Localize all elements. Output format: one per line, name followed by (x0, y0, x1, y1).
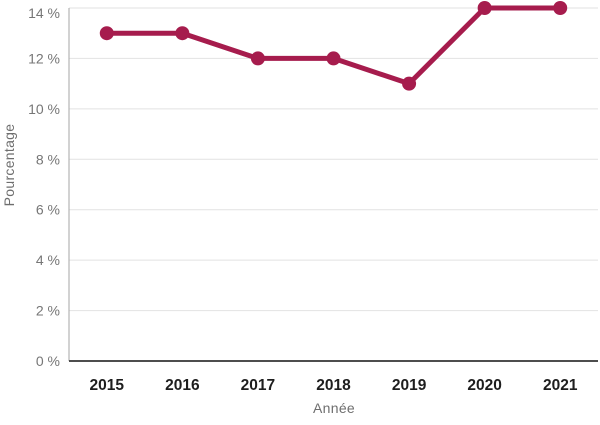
y-tick-label: 4 % (36, 252, 60, 268)
y-tick-label: 0 % (36, 353, 60, 369)
y-tick-label: 2 % (36, 303, 60, 319)
y-tick-label: 14 % (28, 5, 60, 21)
x-axis-title: Année (313, 400, 355, 416)
y-tick-label: 12 % (28, 50, 60, 66)
y-axis-title: Pourcentage (1, 123, 17, 207)
x-tick-label: 2015 (90, 377, 125, 394)
data-point[interactable] (250, 51, 265, 66)
x-tick-label: 2021 (543, 377, 578, 394)
y-tick-label: 6 % (36, 202, 60, 218)
data-point[interactable] (99, 26, 114, 41)
x-tick-label: 2020 (467, 377, 501, 394)
data-point[interactable] (326, 51, 341, 66)
data-point[interactable] (477, 1, 492, 15)
x-tick-label: 2016 (165, 377, 200, 394)
y-tick-label: 10 % (28, 101, 60, 117)
data-point[interactable] (553, 1, 568, 15)
y-tick-label: 8 % (36, 151, 60, 167)
x-tick-label: 2018 (316, 377, 351, 394)
data-point[interactable] (402, 76, 417, 91)
x-tick-label: 2019 (392, 377, 427, 394)
x-tick-label: 2017 (241, 377, 275, 394)
data-point[interactable] (175, 26, 190, 41)
line-series (104, 5, 563, 87)
